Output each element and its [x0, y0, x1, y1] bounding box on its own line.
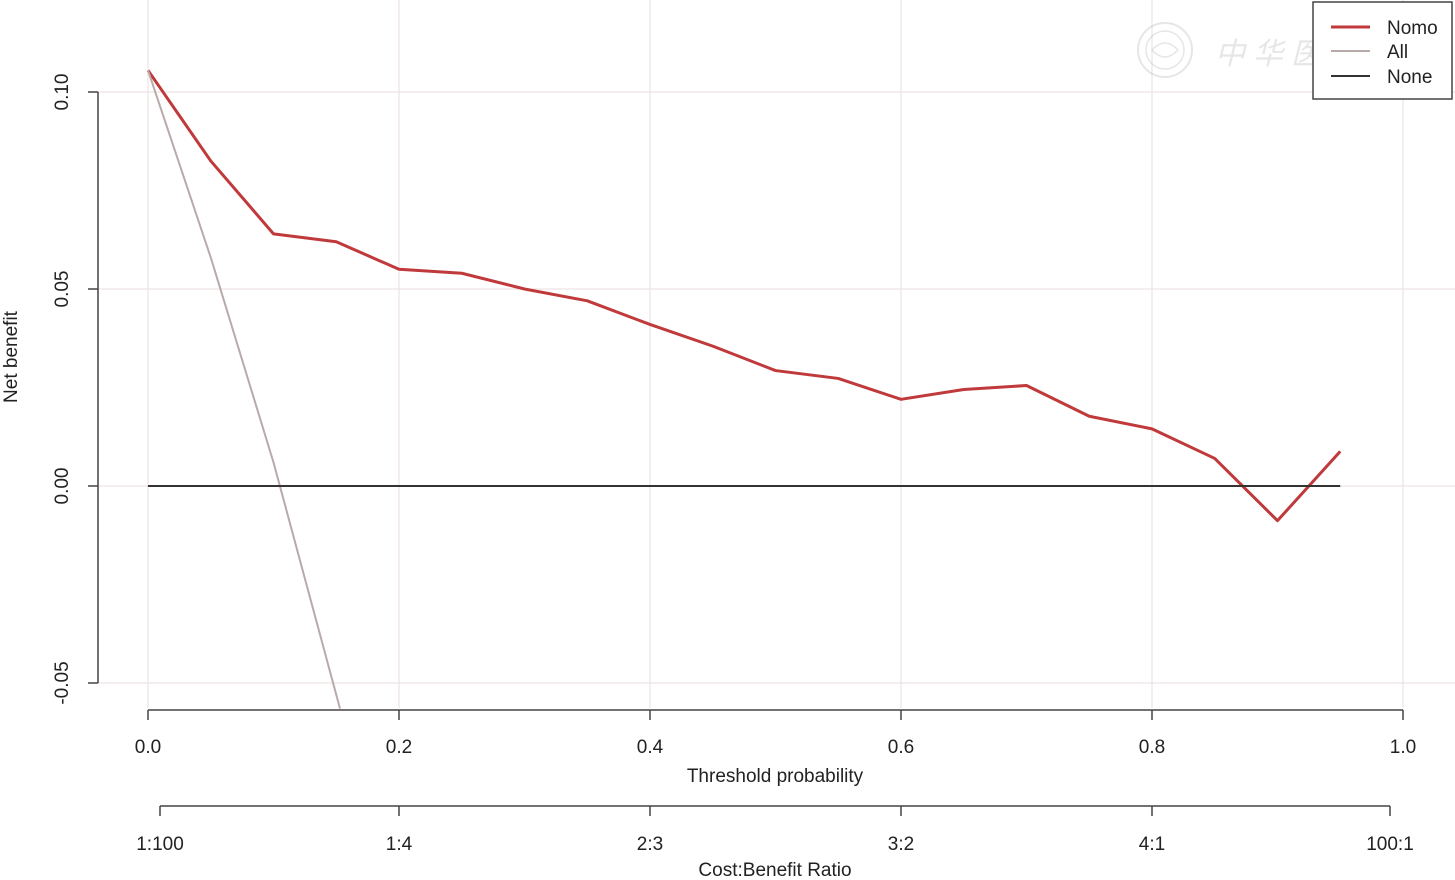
x-tick-label: 1.0	[1390, 737, 1416, 758]
x-axis-title: Threshold probability	[687, 766, 864, 787]
legend-label-all: All	[1387, 42, 1408, 63]
series-line-all	[147, 70, 341, 709]
legend-label-nomo: Nomo	[1387, 18, 1438, 39]
cost-benefit-tick-label: 1:100	[136, 834, 184, 855]
series-line-nomo	[146, 69, 1342, 523]
x-tick-label: 0.0	[135, 737, 161, 758]
x-tick-label: 0.8	[1139, 737, 1165, 758]
y-tick-label: 0.00	[52, 468, 73, 505]
y-axis: -0.05 0.00 0.05 0.10	[52, 74, 99, 705]
grid-lines	[98, 0, 1455, 708]
legend: Nomo All None	[1312, 1, 1453, 100]
legend-label-none: None	[1387, 67, 1432, 88]
cost-benefit-tick-label: 100:1	[1366, 834, 1414, 855]
y-axis-title: Net benefit	[1, 310, 22, 403]
cost-benefit-tick-label: 3:2	[888, 834, 914, 855]
x-axis: 0.0 0.2 0.4 0.6 0.8 1.0	[135, 709, 1416, 758]
x2-axis-title: Cost:Benefit Ratio	[698, 860, 851, 880]
y-tick-label: 0.05	[52, 271, 73, 308]
y-tick-label: 0.10	[52, 74, 73, 111]
x-tick-label: 0.4	[637, 737, 664, 758]
cost-benefit-tick-label: 2:3	[637, 834, 663, 855]
cost-benefit-axis: 1:100 1:4 2:3 3:2 4:1 100:1	[136, 805, 1414, 855]
x-tick-label: 0.2	[386, 737, 412, 758]
x-tick-label: 0.6	[888, 737, 914, 758]
series-lines	[146, 69, 1342, 709]
watermark-seal	[1137, 22, 1193, 78]
y-tick-label: -0.05	[52, 661, 73, 704]
cost-benefit-tick-label: 1:4	[386, 834, 413, 855]
cost-benefit-tick-label: 4:1	[1139, 834, 1165, 855]
